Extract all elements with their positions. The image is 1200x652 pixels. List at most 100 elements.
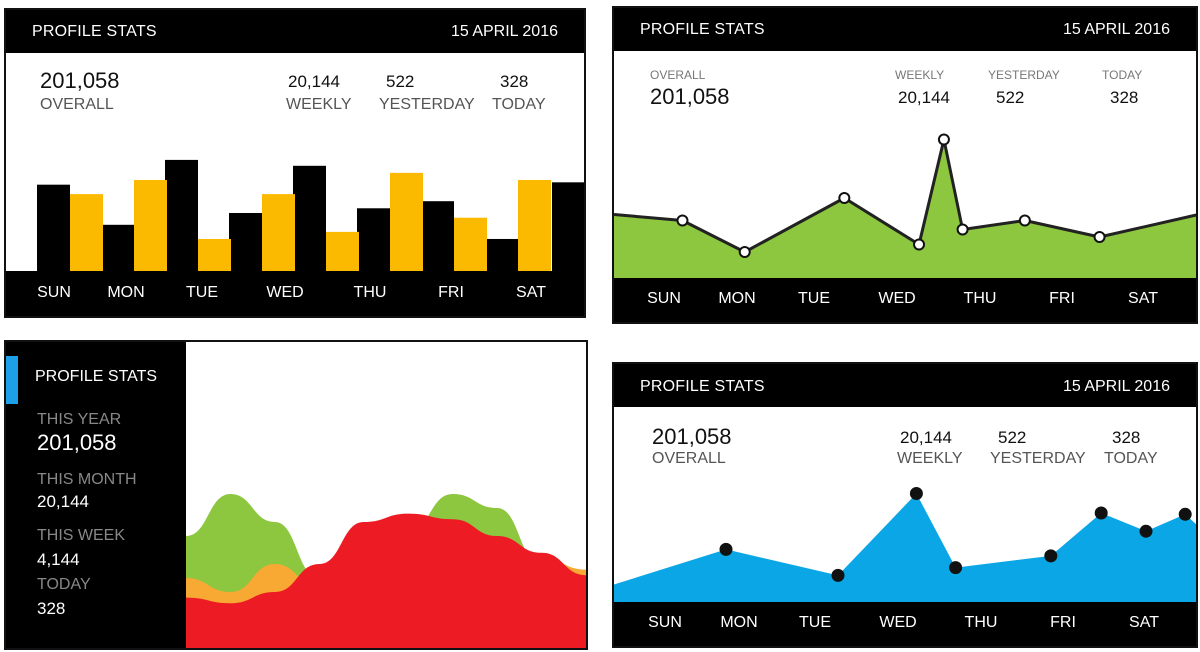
day-label-fri: FRI xyxy=(1050,614,1076,631)
day-label-tue: TUE xyxy=(186,284,218,301)
bar-black-2 xyxy=(165,159,198,274)
day-label-fri: FRI xyxy=(438,284,464,301)
day-label-mon: MON xyxy=(720,614,758,631)
data-point-6 xyxy=(1094,506,1108,520)
today-value: 328 xyxy=(37,599,66,618)
bar-yellow-5 xyxy=(390,172,423,274)
data-point-1 xyxy=(719,542,733,556)
day-axis: SUN MON TUE WED THU FRI SAT xyxy=(614,602,1196,646)
weekly-value: 20,144 xyxy=(898,88,950,107)
data-point-5 xyxy=(937,133,950,146)
data-point-3 xyxy=(909,487,923,500)
bar-chart-svg xyxy=(6,159,584,276)
day-label-tue: TUE xyxy=(799,614,831,631)
overall-label: OVERALL xyxy=(40,96,114,113)
bar-black-4 xyxy=(293,165,326,274)
panel-header: PROFILE STATS 15 APRIL 2016 xyxy=(614,364,1196,407)
this-year-label: THIS YEAR xyxy=(37,411,122,428)
data-point-3 xyxy=(838,192,851,204)
bar-black-5 xyxy=(357,208,390,274)
this-month-label: THIS MONTH xyxy=(37,471,137,488)
panel-date: 15 APRIL 2016 xyxy=(450,23,558,40)
green-area-chart-svg xyxy=(614,133,1196,282)
panel-header: PROFILE STATS 15 APRIL 2016 xyxy=(614,8,1196,51)
this-year-value: 201,058 xyxy=(37,430,117,455)
area-fill xyxy=(614,493,1196,604)
overall-label: OVERALL xyxy=(652,450,726,467)
day-label-sun: SUN xyxy=(647,290,681,307)
day-label-sat: SAT xyxy=(1129,614,1159,631)
data-point-4 xyxy=(949,561,963,575)
this-week-value: 4,144 xyxy=(37,550,80,569)
day-label-mon: MON xyxy=(107,284,145,301)
bar-yellow-3 xyxy=(262,194,295,274)
bar-black-6 xyxy=(421,201,454,274)
today-value: 328 xyxy=(500,72,529,91)
bar-yellow-1 xyxy=(134,179,167,274)
day-label-mon: MON xyxy=(718,290,756,307)
panel-title: PROFILE STATS xyxy=(640,378,765,395)
overall-label: OVERALL xyxy=(650,68,706,82)
data-point-8 xyxy=(1093,231,1106,243)
yesterday-value: 522 xyxy=(386,72,415,91)
profile-stats-bar-panel: PROFILE STATS 15 APRIL 2016 201,058 OVER… xyxy=(4,8,586,318)
bar-yellow-4 xyxy=(326,231,359,274)
bar-black-1 xyxy=(101,224,134,274)
yesterday-label: YESTERDAY xyxy=(988,68,1060,82)
day-label-sat: SAT xyxy=(516,284,546,301)
day-label-thu: THU xyxy=(964,614,998,631)
day-axis: SUN MON TUE WED THU FRI SAT xyxy=(6,271,584,316)
day-axis: SUN MON TUE WED THU FRI SAT xyxy=(614,278,1196,322)
overall-value: 201,058 xyxy=(652,424,732,449)
bar-black-8 xyxy=(552,182,584,274)
today-label: TODAY xyxy=(1104,450,1158,467)
today-label: TODAY xyxy=(1102,68,1143,82)
data-point-5 xyxy=(1044,549,1058,563)
yesterday-label: YESTERDAY xyxy=(990,450,1086,467)
data-point-2 xyxy=(738,246,751,258)
overall-value: 201,058 xyxy=(40,68,120,93)
data-point-8 xyxy=(1178,507,1192,521)
panel-title: PROFILE STATS xyxy=(32,23,157,40)
wave-chart-svg xyxy=(186,494,586,648)
bar-black-7 xyxy=(485,238,518,274)
bar-black-0 xyxy=(37,184,70,274)
day-label-sun: SUN xyxy=(648,614,682,631)
today-label: TODAY xyxy=(37,576,91,593)
yesterday-label: YESTERDAY xyxy=(379,96,475,113)
day-label-sat: SAT xyxy=(1128,290,1158,307)
weekly-value: 20,144 xyxy=(288,72,340,91)
weekly-label: WEEKLY xyxy=(895,68,945,82)
day-label-wed: WED xyxy=(266,284,304,301)
data-point-2 xyxy=(831,568,845,582)
profile-stats-wave-panel: PROFILE STATS THIS YEAR 201,058 THIS MON… xyxy=(4,340,588,650)
weekly-label: WEEKLY xyxy=(897,450,963,467)
this-week-label: THIS WEEK xyxy=(37,527,126,544)
panel-title: PROFILE STATS xyxy=(640,21,765,38)
accent-bar xyxy=(6,356,18,404)
bar-black-3 xyxy=(229,213,262,274)
day-label-fri: FRI xyxy=(1049,290,1075,307)
stats-sidebar: PROFILE STATS THIS YEAR 201,058 THIS MON… xyxy=(6,342,186,648)
day-label-wed: WED xyxy=(878,290,916,307)
bar-yellow-7 xyxy=(518,179,551,274)
today-value: 328 xyxy=(1110,88,1139,107)
day-label-wed: WED xyxy=(879,614,917,631)
day-label-thu: THU xyxy=(963,290,997,307)
this-month-value: 20,144 xyxy=(37,492,89,511)
today-label: TODAY xyxy=(492,96,546,113)
panel-date: 15 APRIL 2016 xyxy=(1062,378,1170,395)
day-label-tue: TUE xyxy=(798,290,830,307)
area-fill xyxy=(614,139,1196,282)
profile-stats-green-area-panel: PROFILE STATS 15 APRIL 2016 OVERALL 201,… xyxy=(612,6,1198,324)
data-point-7 xyxy=(1139,524,1153,538)
weekly-label: WEEKLY xyxy=(286,96,352,113)
data-point-6 xyxy=(956,223,969,236)
data-point-1 xyxy=(676,214,689,227)
yesterday-value: 522 xyxy=(996,88,1025,107)
data-point-7 xyxy=(1018,214,1031,227)
weekly-value: 20,144 xyxy=(900,428,952,447)
sidebar-title: PROFILE STATS xyxy=(35,368,158,385)
bar-yellow-0 xyxy=(70,194,103,274)
profile-stats-blue-area-panel: PROFILE STATS 15 APRIL 2016 201,058 OVER… xyxy=(612,362,1198,648)
